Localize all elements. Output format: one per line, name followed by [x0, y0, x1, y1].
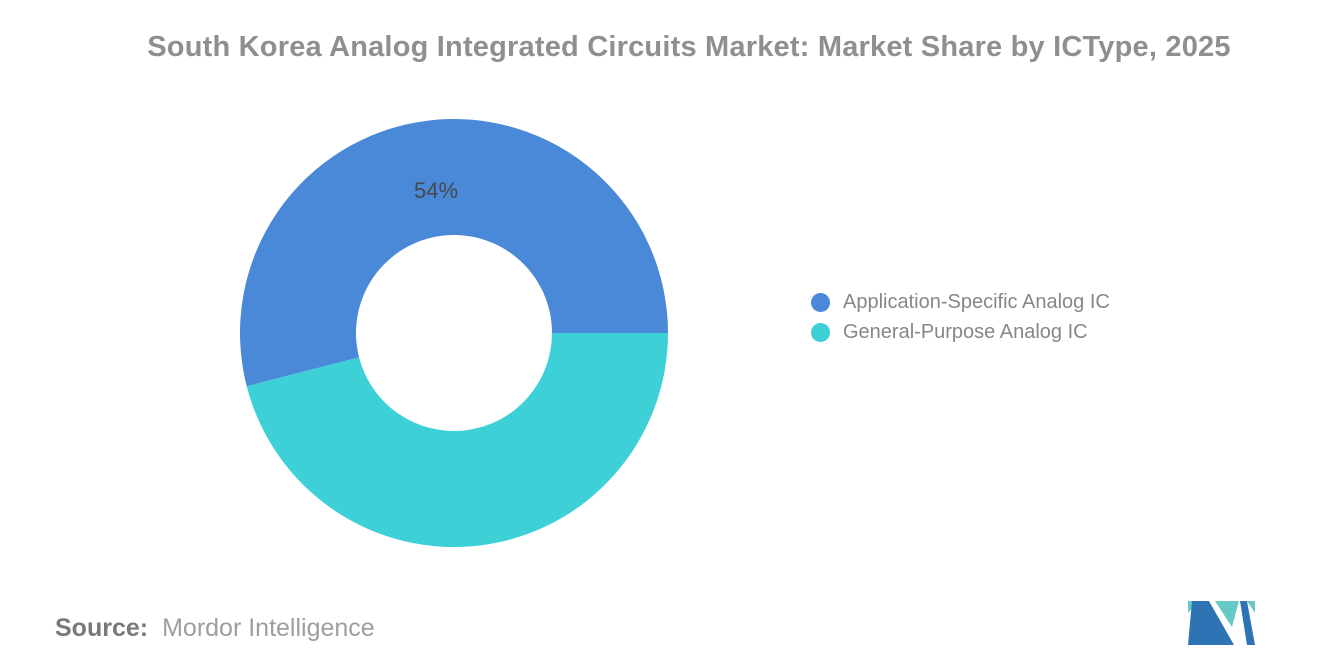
mordor-intelligence-logo	[1188, 601, 1255, 645]
logo-shape-teal-right	[1247, 601, 1255, 613]
source-label: Source:	[55, 614, 149, 642]
legend-marker-icon	[811, 322, 830, 342]
legend: Application-Specific Analog IC General-Pu…	[811, 287, 1110, 347]
source-value: Mordor Intelligence	[162, 614, 375, 642]
data-label-application-specific-analog-ic: 54%	[414, 178, 458, 203]
logo-shape-blue-right	[1240, 601, 1255, 645]
legend-item-application-specific-analog-ic[interactable]: Application-Specific Analog IC	[811, 287, 1110, 317]
logo-shape-teal-mid	[1215, 601, 1239, 627]
legend-label: Application-Specific Analog IC	[843, 290, 1110, 313]
pie-slice-general-purpose-analog-ic[interactable]	[246, 333, 668, 548]
legend-label: General-Purpose Analog IC	[843, 320, 1088, 343]
pie-slice-application-specific-analog-ic[interactable]	[240, 119, 668, 387]
donut-chart: 54%	[240, 119, 668, 548]
legend-item-general-purpose-analog-ic[interactable]: General-Purpose Analog IC	[811, 317, 1110, 347]
logo-shape-blue-main	[1188, 601, 1234, 645]
chart-title: South Korea Analog Integrated Circuits M…	[147, 31, 1231, 63]
legend-marker-icon	[811, 292, 830, 312]
source-line: Source: Mordor Intelligence	[55, 612, 375, 644]
